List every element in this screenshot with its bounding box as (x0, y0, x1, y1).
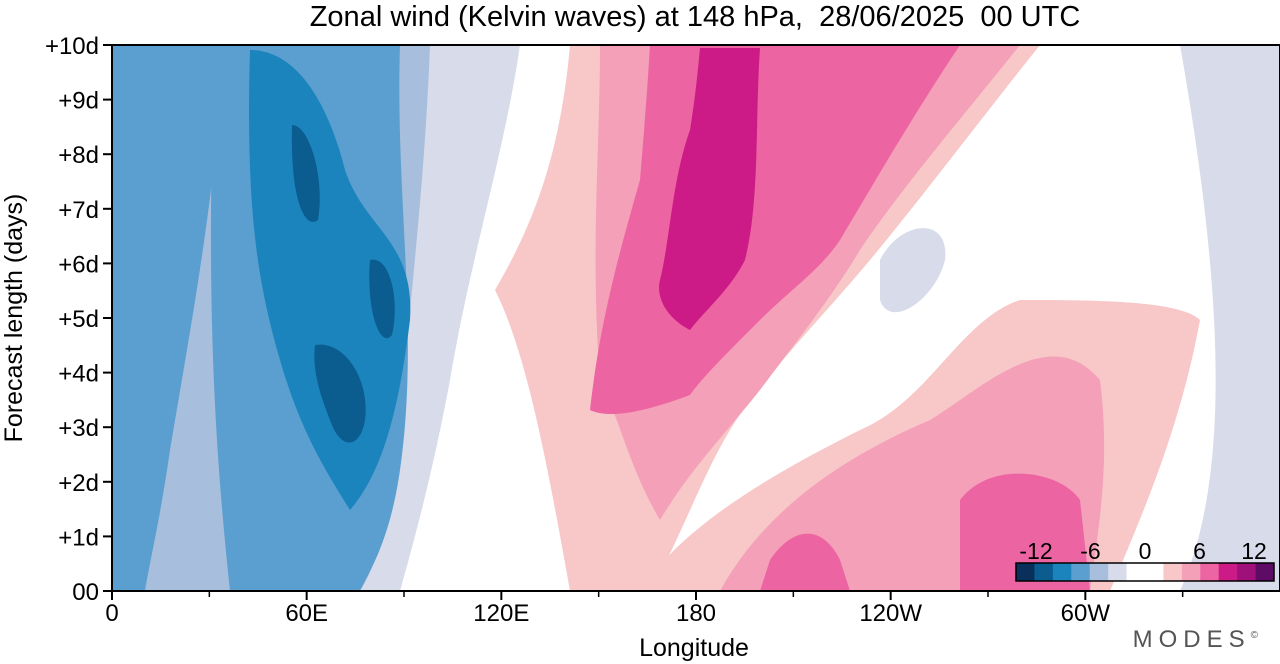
y-tick-label: +3d (58, 415, 99, 442)
contour-region-4 (112, 45, 225, 591)
colorbar-swatch (1034, 563, 1054, 581)
colorbar-swatch (1200, 563, 1220, 581)
y-tick-label: +4d (58, 361, 99, 388)
contour-region-6 (249, 50, 411, 510)
y-axis-title: Forecast length (days) (0, 194, 28, 443)
colorbar-swatch (1126, 563, 1146, 581)
x-axis-title: Longitude (639, 634, 749, 662)
contour-region-1 (1180, 45, 1280, 591)
contour-region-7 (291, 125, 320, 222)
contour-region-9 (369, 259, 395, 339)
x-tick-label: 180 (676, 600, 716, 627)
x-tick-label: 60W (1061, 600, 1111, 627)
colorbar-swatch (1071, 563, 1091, 581)
colorbar-swatch (1255, 563, 1275, 581)
x-tick-label: 60E (285, 600, 328, 627)
x-axis: 0 60E 120E 180 120W 60W (105, 591, 1184, 627)
colorbar-frame (1015, 562, 1275, 582)
y-tick-label: 00 (72, 579, 99, 606)
x-tick-label: 0 (105, 600, 118, 627)
y-tick-label: +1d (58, 524, 99, 551)
y-tick-label: +7d (58, 197, 99, 224)
colorbar-label: -12 (1019, 538, 1052, 564)
colorbar-swatch (1163, 563, 1183, 581)
y-tick-label: +9d (58, 88, 99, 115)
contour-region-8 (314, 344, 366, 443)
colorbar-swatch (1089, 563, 1109, 581)
y-tick-label: +2d (58, 470, 99, 497)
contour-region-16 (960, 473, 1090, 591)
colorbar-swatch (1218, 563, 1238, 581)
contour-region-2 (880, 228, 946, 313)
contour-field (112, 45, 1280, 591)
contour-region-15 (760, 533, 850, 591)
y-tick-label: +10d (45, 33, 99, 60)
brand-text: MODES (1132, 626, 1251, 653)
colorbar-swatch (1016, 563, 1035, 581)
modes-logo: MODES© (1132, 626, 1258, 653)
x-tick-label: 120E (473, 600, 529, 627)
colorbar-label: 12 (1241, 538, 1267, 564)
colorbar-swatch (1052, 563, 1072, 581)
y-tick-label: +5d (58, 306, 99, 333)
chart-title: Zonal wind (Kelvin waves) at 148 hPa, 28… (309, 1, 1081, 33)
contour-region-17 (659, 48, 760, 330)
colorbar-swatch (1237, 563, 1257, 581)
colorbar: -12 -6 0 6 12 (1015, 538, 1275, 582)
y-tick-label: +6d (58, 251, 99, 278)
y-tick-label: +8d (58, 142, 99, 169)
colorbar-label: 0 (1139, 538, 1152, 564)
colorbar-swatch (1108, 563, 1128, 581)
colorbar-label: 6 (1193, 538, 1206, 564)
x-tick-label: 120W (859, 600, 922, 627)
colorbar-swatch (1145, 563, 1164, 581)
y-axis: 00 +1d +2d +3d +4d +5d +6d +7d +8d +9d +10d (45, 33, 112, 606)
colorbar-label: -6 (1080, 538, 1100, 564)
colorbar-swatch (1181, 563, 1201, 581)
